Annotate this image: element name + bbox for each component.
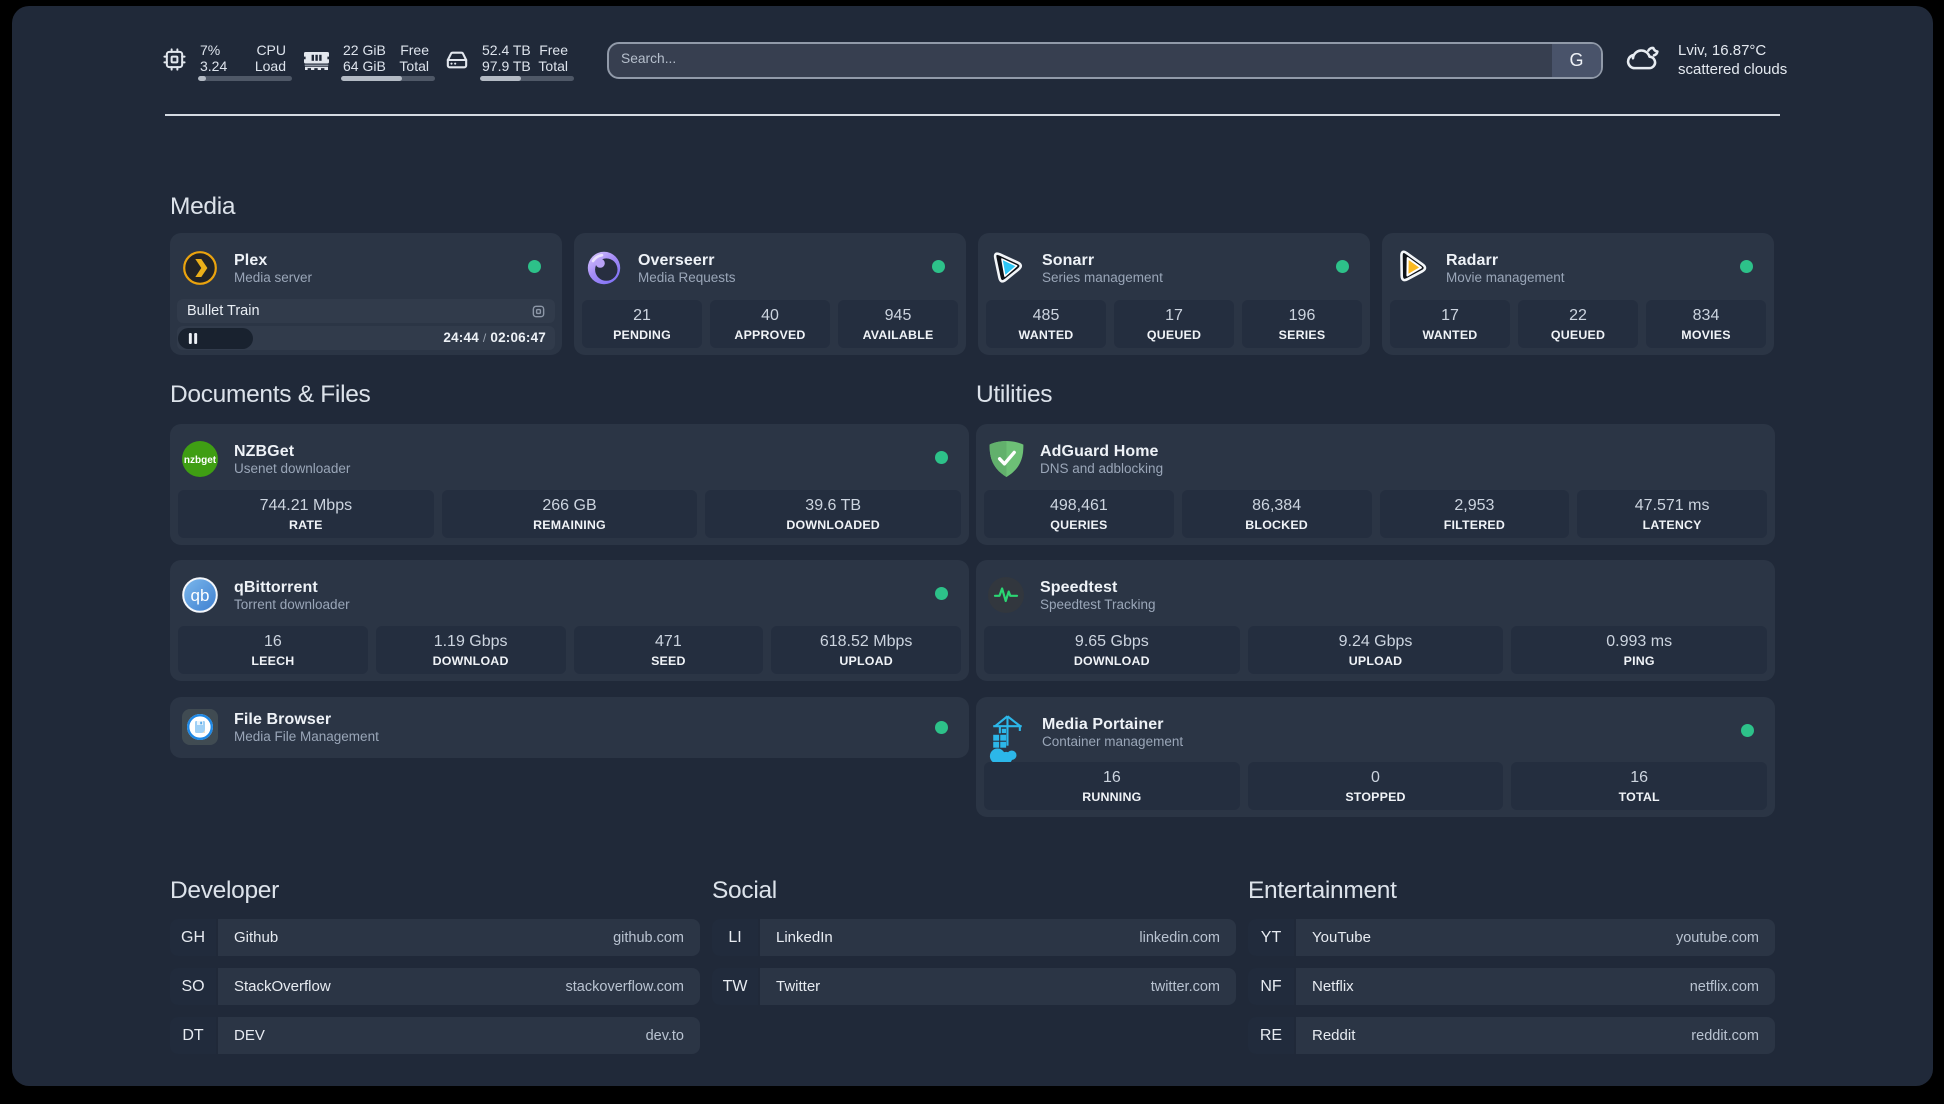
svg-text:qb: qb: [191, 586, 210, 605]
svg-text:nzbget: nzbget: [184, 455, 217, 466]
